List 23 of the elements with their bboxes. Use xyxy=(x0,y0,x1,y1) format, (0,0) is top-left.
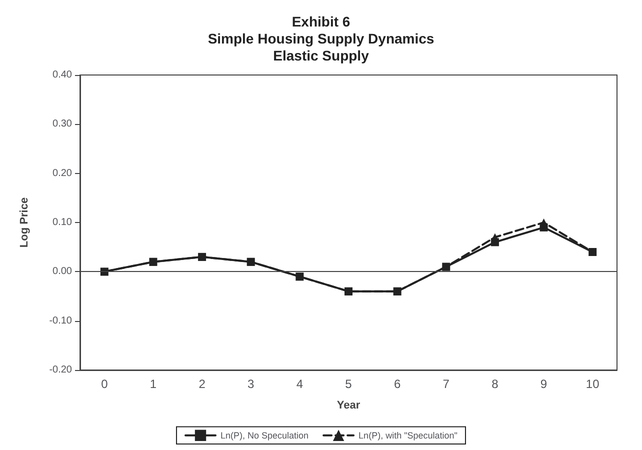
x-tick-label: 10 xyxy=(586,377,600,391)
y-tick-label: 0.40 xyxy=(52,70,72,80)
x-tick-label: 2 xyxy=(198,377,206,391)
x-axis-title: Year xyxy=(336,400,361,412)
x-tick-label: 9 xyxy=(540,377,548,391)
y-tick-label: -0.10 xyxy=(49,315,72,326)
x-tick-label: 6 xyxy=(394,377,401,391)
x-tick-label: 5 xyxy=(345,377,352,391)
x-tick-label: 4 xyxy=(296,377,304,391)
x-tick-label: 3 xyxy=(248,377,255,391)
x-tick-label: 0 xyxy=(101,377,108,391)
y-tick-label: -0.20 xyxy=(49,364,72,376)
legend-label: Ln(P), No Speculation xyxy=(220,430,309,440)
y-tick-label: 0.10 xyxy=(52,217,72,228)
x-tick-label: 7 xyxy=(442,377,450,391)
chart-title: Exhibit 6 Simple Housing Supply Dynamics Elastic Supply xyxy=(208,14,434,64)
legend-label: Ln(P), with "Speculation" xyxy=(358,430,458,440)
x-tick-label: 8 xyxy=(492,377,499,391)
y-tick-label: 0.20 xyxy=(52,168,72,179)
x-tick-label: 1 xyxy=(150,377,157,391)
y-axis-title: Log Price xyxy=(18,197,30,248)
y-tick-label: 0.00 xyxy=(52,266,72,278)
y-tick-label: 0.30 xyxy=(52,118,72,130)
